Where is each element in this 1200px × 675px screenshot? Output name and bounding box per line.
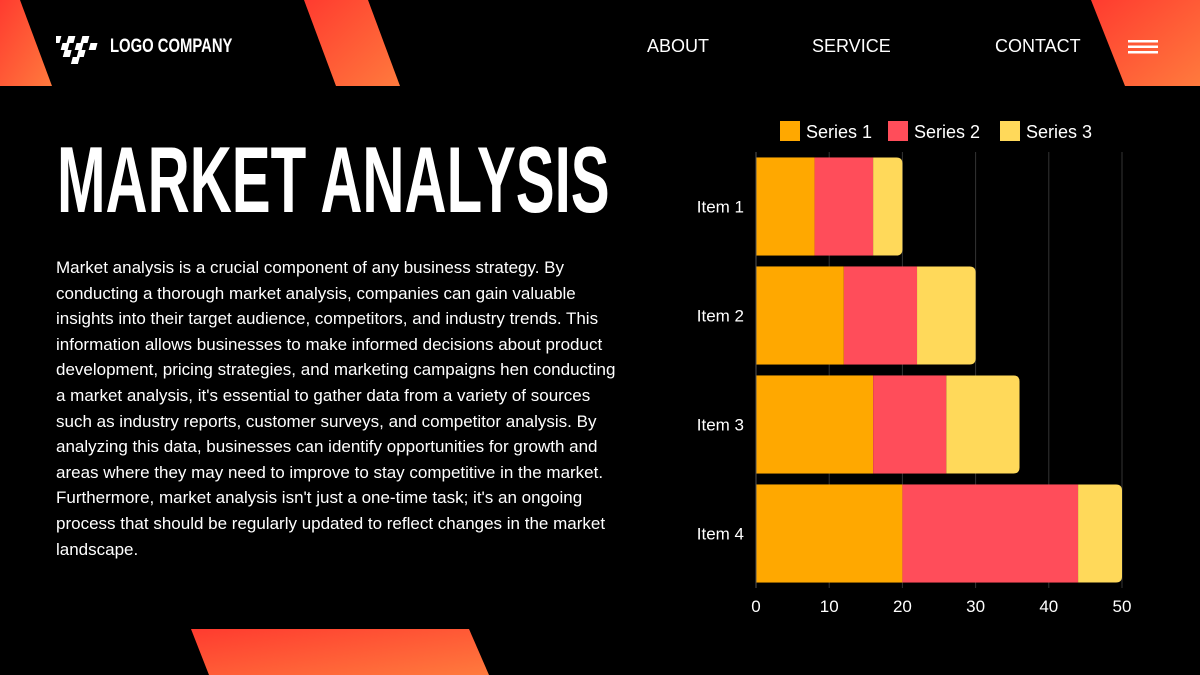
x-tick-label: 0 [751, 597, 760, 616]
bar-segment [873, 375, 947, 474]
bar-segment [756, 484, 903, 583]
page-title: MARKET ANALYSIS [57, 127, 610, 232]
checkered-flag-icon [56, 36, 98, 64]
x-tick-label: 20 [893, 597, 912, 616]
x-tick-label: 30 [966, 597, 985, 616]
x-tick-label: 40 [1039, 597, 1058, 616]
hamburger-menu-icon[interactable] [1128, 40, 1158, 54]
slanted-shape-bottom [191, 629, 489, 675]
bar-segment [756, 266, 844, 365]
corner-shape-top-left [0, 0, 52, 86]
company-logo[interactable]: LOGO COMPANY [56, 30, 267, 64]
legend-label: Series 2 [914, 122, 980, 142]
nav-about[interactable]: ABOUT [647, 36, 710, 56]
bar-segment [756, 157, 815, 256]
legend-swatch [888, 121, 908, 141]
bar-segment [917, 266, 976, 365]
paragraph-2: Furthermore, market analysis isn't just … [56, 488, 606, 559]
stacked-bar-chart: Item 1 Item 2 Item 3 Item 4 0 10 20 30 40 50 Serie… [697, 121, 1132, 616]
x-tick-label: 10 [820, 597, 839, 616]
legend-swatch [1000, 121, 1020, 141]
category-label: Item 3 [697, 416, 744, 435]
nav-contact[interactable]: CONTACT [995, 36, 1081, 56]
x-tick-label: 50 [1113, 597, 1132, 616]
bar-segment [873, 157, 903, 256]
category-label: Item 2 [697, 307, 744, 326]
paragraph-1: Market analysis is a crucial component o… [56, 258, 616, 482]
bar-segment [814, 157, 874, 256]
body-text: Market analysis is a crucial component o… [56, 255, 616, 562]
logo-text: LOGO COMPANY [110, 36, 233, 57]
bar-segment [1078, 484, 1122, 583]
bar-segment [902, 484, 1079, 583]
corner-shape-top-right [1091, 0, 1200, 86]
legend-label: Series 3 [1026, 122, 1092, 142]
bar-segment [843, 266, 918, 365]
category-label: Item 4 [697, 525, 744, 544]
legend-label: Series 1 [806, 122, 872, 142]
bar-segment [946, 375, 1020, 474]
bar-segment [756, 375, 874, 474]
slanted-shape-top [304, 0, 400, 86]
legend-swatch [780, 121, 800, 141]
nav-service[interactable]: SERVICE [812, 36, 891, 56]
category-label: Item 1 [697, 198, 744, 217]
